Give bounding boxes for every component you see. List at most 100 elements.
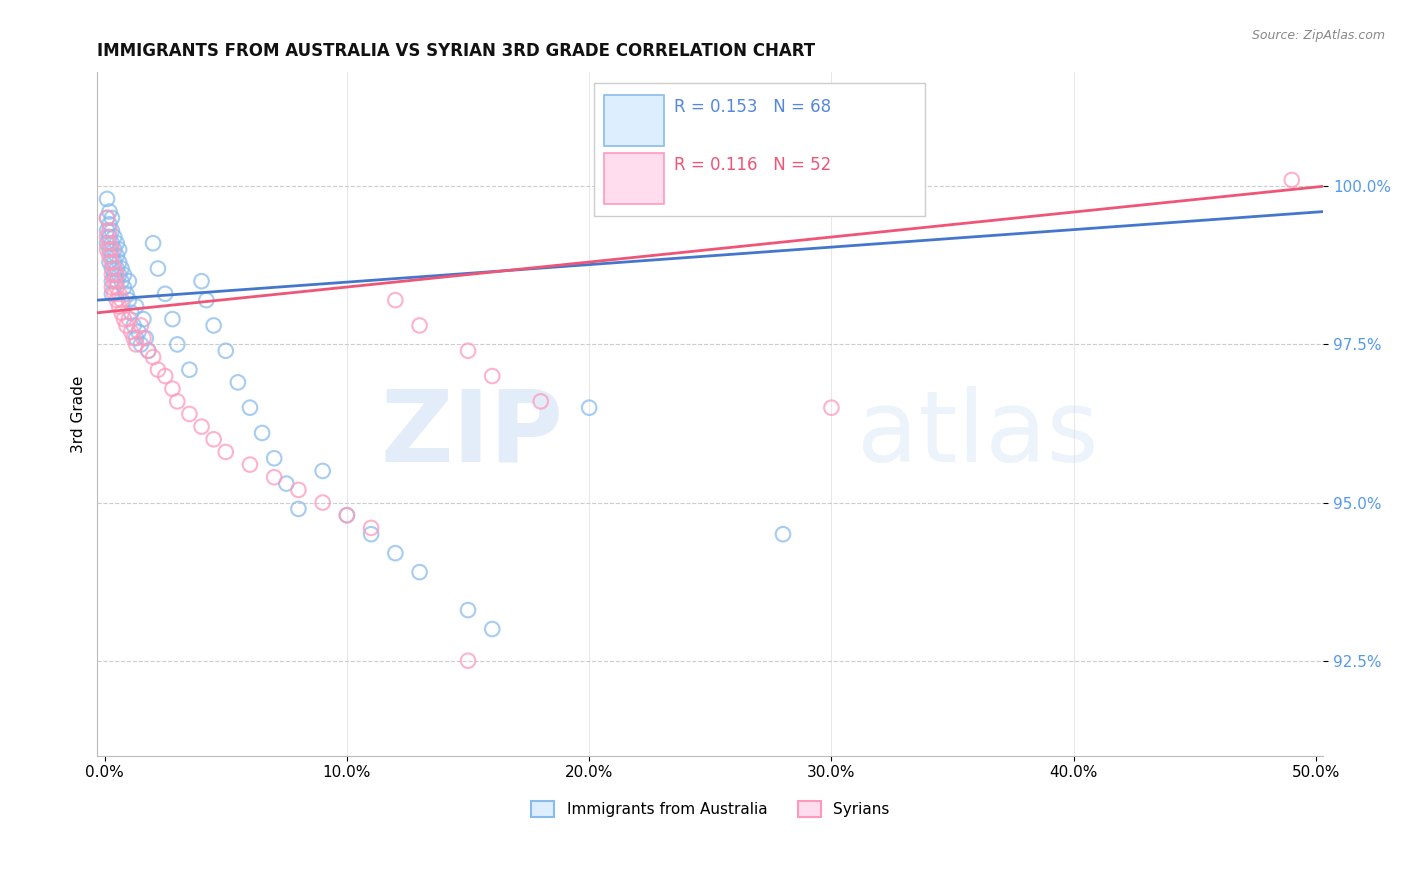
Point	[384, 546, 406, 560]
Point	[166, 337, 188, 351]
Point	[360, 527, 382, 541]
Point	[110, 293, 132, 307]
Point	[103, 268, 125, 282]
Text: IMMIGRANTS FROM AUSTRALIA VS SYRIAN 3RD GRADE CORRELATION CHART: IMMIGRANTS FROM AUSTRALIA VS SYRIAN 3RD …	[97, 42, 815, 60]
Point	[457, 654, 479, 668]
Point	[195, 293, 218, 307]
Point	[226, 376, 249, 390]
Y-axis label: 3rd Grade: 3rd Grade	[72, 376, 86, 452]
Point	[336, 508, 359, 523]
Point	[125, 331, 148, 345]
Point	[311, 464, 333, 478]
Point	[125, 300, 148, 314]
Point	[120, 325, 142, 339]
Point	[101, 211, 124, 225]
Point	[105, 249, 128, 263]
Point	[128, 325, 150, 339]
Point	[481, 369, 503, 384]
Point	[101, 268, 124, 282]
Point	[101, 280, 124, 294]
Point	[384, 293, 406, 307]
Point	[136, 343, 159, 358]
Point	[408, 565, 430, 579]
Point	[105, 236, 128, 251]
Point	[101, 249, 124, 263]
Point	[263, 451, 285, 466]
Point	[530, 394, 553, 409]
Point	[146, 362, 169, 376]
Point	[336, 508, 359, 523]
Point	[578, 401, 600, 415]
Point	[108, 255, 131, 269]
Point	[108, 300, 131, 314]
Point	[98, 255, 121, 269]
Point	[101, 286, 124, 301]
Point	[98, 217, 121, 231]
Point	[215, 445, 238, 459]
Point	[108, 268, 131, 282]
Point	[118, 293, 141, 307]
Point	[96, 211, 118, 225]
Point	[125, 337, 148, 351]
Point	[101, 261, 124, 276]
Text: R = 0.116   N = 52: R = 0.116 N = 52	[673, 155, 831, 174]
FancyBboxPatch shape	[593, 83, 925, 216]
Point	[105, 268, 128, 282]
Point	[101, 255, 124, 269]
Point	[101, 236, 124, 251]
Point	[96, 236, 118, 251]
Point	[153, 286, 176, 301]
Point	[129, 337, 152, 351]
Point	[360, 521, 382, 535]
Point	[132, 312, 155, 326]
Point	[190, 419, 212, 434]
Point	[202, 318, 225, 333]
Point	[98, 236, 121, 251]
Text: Source: ZipAtlas.com: Source: ZipAtlas.com	[1251, 29, 1385, 42]
Point	[112, 268, 135, 282]
Point	[276, 476, 298, 491]
Point	[215, 343, 238, 358]
Point	[98, 204, 121, 219]
Point	[101, 223, 124, 237]
Text: R = 0.153   N = 68: R = 0.153 N = 68	[673, 97, 831, 116]
Point	[1281, 173, 1303, 187]
Point	[98, 223, 121, 237]
Point	[457, 343, 479, 358]
Point	[457, 603, 479, 617]
Text: ZIP: ZIP	[381, 386, 564, 483]
Point	[103, 261, 125, 276]
Point	[118, 274, 141, 288]
Point	[142, 236, 165, 251]
Point	[101, 243, 124, 257]
Point	[96, 223, 118, 237]
Point	[166, 394, 188, 409]
Point	[287, 501, 309, 516]
Point	[103, 286, 125, 301]
Point	[190, 274, 212, 288]
Point	[481, 622, 503, 636]
Point	[122, 331, 145, 345]
Point	[118, 312, 141, 326]
Point	[239, 458, 262, 472]
FancyBboxPatch shape	[603, 153, 664, 203]
Point	[136, 343, 159, 358]
Point	[115, 318, 138, 333]
Point	[103, 230, 125, 244]
Point	[122, 318, 145, 333]
Point	[101, 274, 124, 288]
Point	[202, 432, 225, 446]
Point	[179, 362, 201, 376]
Point	[129, 318, 152, 333]
Point	[112, 280, 135, 294]
Point	[108, 286, 131, 301]
Point	[115, 286, 138, 301]
Point	[142, 350, 165, 364]
Point	[110, 261, 132, 276]
Point	[96, 230, 118, 244]
Point	[98, 249, 121, 263]
Point	[98, 230, 121, 244]
Point	[110, 306, 132, 320]
Point	[96, 243, 118, 257]
FancyBboxPatch shape	[603, 95, 664, 145]
